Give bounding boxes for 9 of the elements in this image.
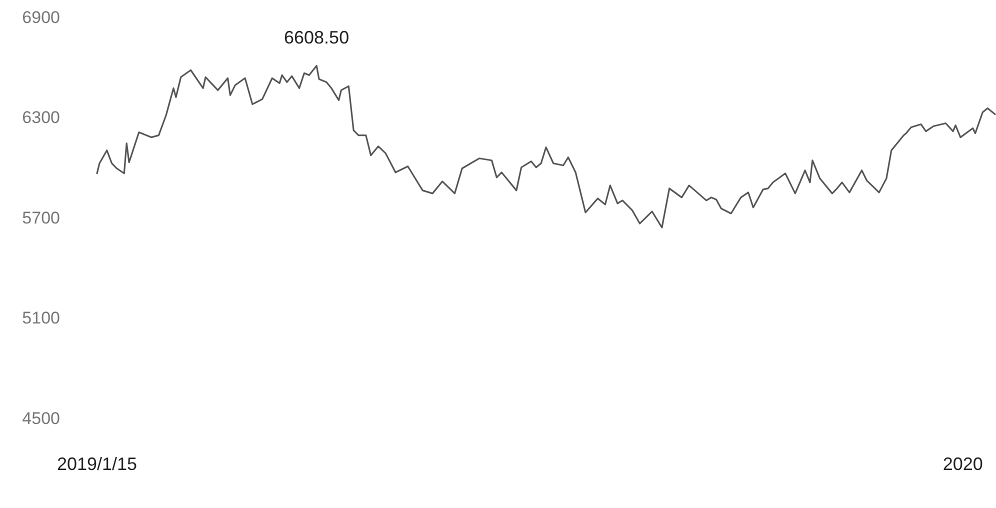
y-tick-label: 6900	[22, 8, 60, 27]
y-tick-label: 5100	[22, 308, 60, 328]
y-tick-label: 6300	[22, 108, 60, 128]
annotation: 6608.50	[284, 28, 350, 48]
x-tick-label: 2019/1/15	[56, 454, 138, 474]
y-tick-label: 5700	[22, 208, 60, 228]
x-tick-label: 2020	[942, 454, 983, 474]
line-series	[96, 64, 996, 228]
y-tick-label: 4500	[22, 408, 60, 428]
